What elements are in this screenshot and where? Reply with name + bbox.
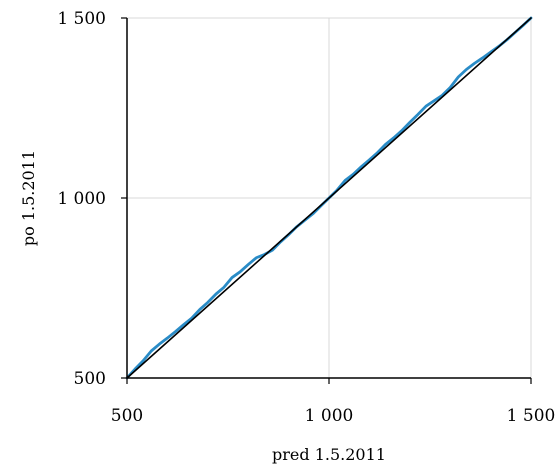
x-tick-label: 1 000 [305, 406, 354, 426]
y-tick-label: 500 [74, 369, 106, 389]
axes [121, 17, 532, 384]
series-layer [125, 16, 533, 380]
tick-labels: 500 1 000 1 500 500 1 000 1 500 [57, 9, 555, 426]
x-tick-label: 500 [111, 406, 143, 426]
series-reference-diagonal [126, 17, 532, 379]
x-axis-label: pred 1.5.2011 [272, 445, 386, 464]
y-tick-label: 1 000 [57, 189, 106, 209]
y-axis-label: po 1.5.2011 [19, 150, 38, 246]
x-tick-label: 1 500 [507, 406, 555, 426]
y-tick-label: 1 500 [57, 9, 106, 29]
